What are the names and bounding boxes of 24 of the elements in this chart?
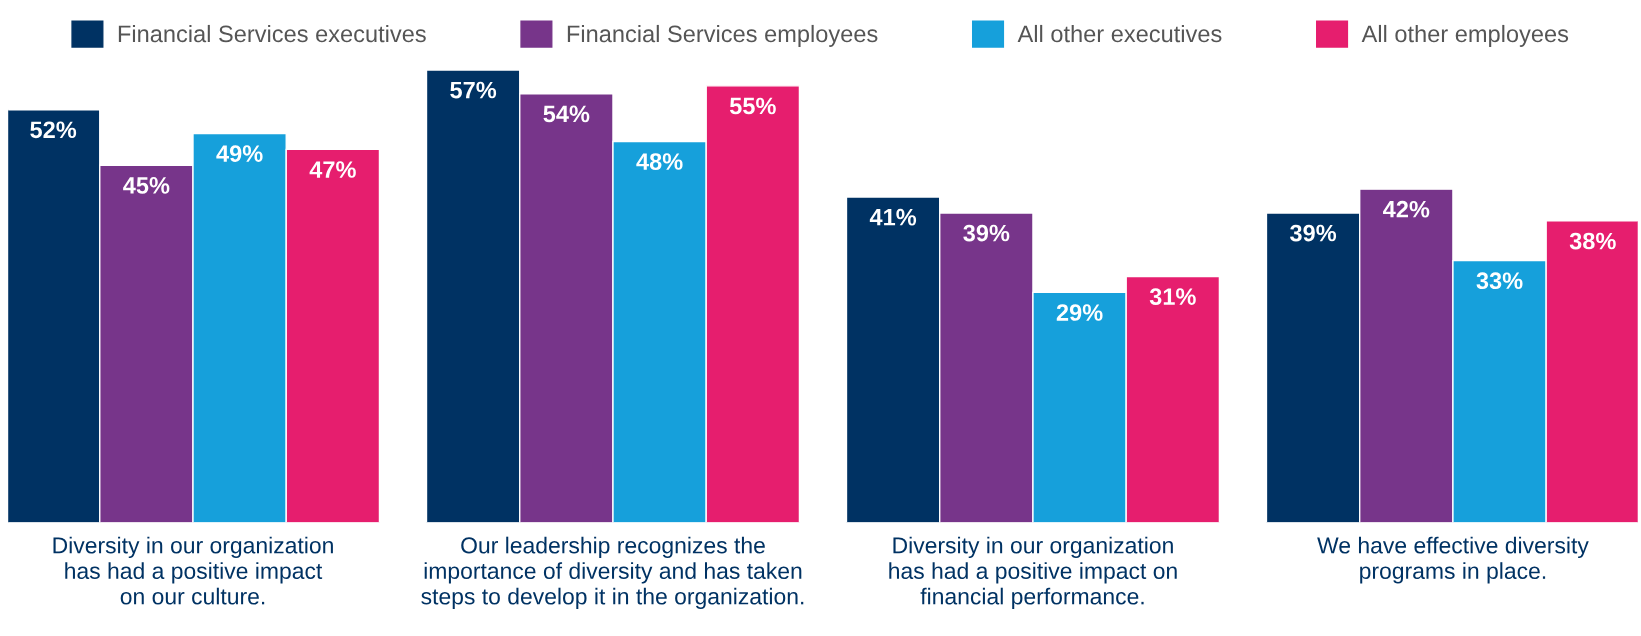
data-label: 41% (869, 208, 917, 226)
data-label: 55% (729, 97, 776, 115)
data-label: 47% (309, 161, 356, 178)
data-label: 45% (123, 177, 170, 194)
legend-label: All other executives (1017, 24, 1222, 43)
data-label: 42% (1383, 200, 1430, 218)
data-label: 38% (1569, 232, 1616, 250)
data-label: 31% (1149, 288, 1196, 305)
x-tick-label: Diversity in our organization has had a positive impact on financial performance. (889, 536, 1177, 610)
data-label: 48% (636, 153, 683, 170)
x-tick-label: Diversity in our organization has had a positive impact on our culture. (53, 536, 333, 605)
x-tick-label: Our leadership recognizes the importance of diversity and has taken steps to develop it in the organization. (421, 536, 804, 610)
data-label: 29% (1056, 304, 1103, 321)
data-label: 49% (216, 145, 263, 162)
legend-label: Financial Services employees (567, 24, 878, 47)
data-label: 52% (30, 121, 77, 139)
data-label: 54% (543, 105, 590, 123)
data-label: 39% (963, 224, 1010, 242)
legend-label: All other employees (1361, 24, 1569, 47)
data-label: 39% (1289, 224, 1337, 242)
x-tick-label: We have effective diversity programs in place. (1317, 536, 1589, 584)
data-label: 57% (450, 81, 497, 99)
legend-label: Financial Services executives (118, 24, 426, 43)
data-label: 33% (1476, 272, 1523, 290)
